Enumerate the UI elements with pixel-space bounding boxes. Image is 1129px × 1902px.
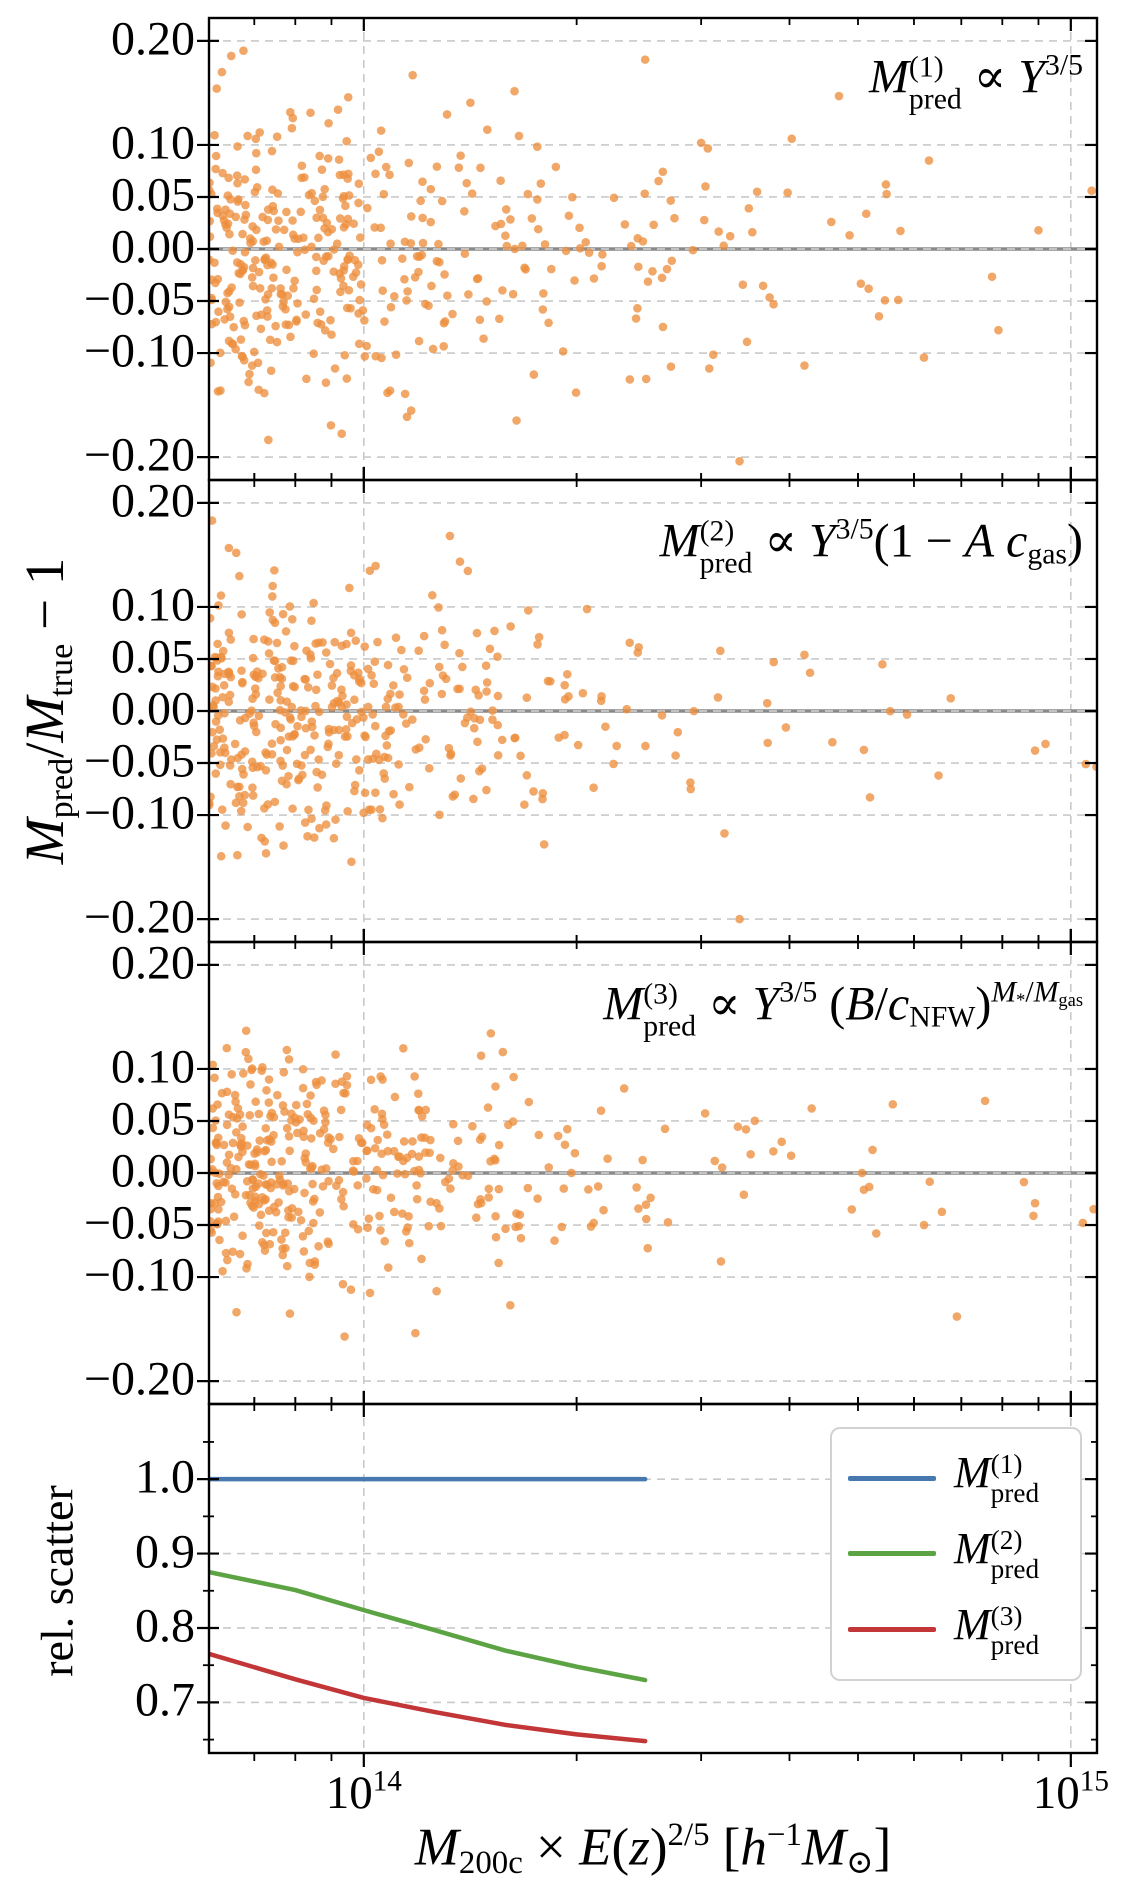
y-tick-label: 0.8 xyxy=(135,1599,195,1653)
y-tick-label: 0.05 xyxy=(111,630,195,684)
y-tick-label: −0.20 xyxy=(83,890,195,944)
y-tick-label: −0.20 xyxy=(83,428,195,482)
y-tick-label: 0.20 xyxy=(111,936,195,990)
y-tick-label: −0.10 xyxy=(83,1248,195,1302)
y-tick-label: 0.00 xyxy=(111,220,195,274)
panel-frame xyxy=(207,1402,1099,1755)
legend-line-swatch xyxy=(848,1551,936,1557)
legend-box: M (1) pred M (2) pred M (3) pred xyxy=(830,1427,1082,1681)
x-axis-label: M200c × E(z)2/5 [h−1M⊙] xyxy=(414,1816,892,1881)
legend-label: M (3) pred xyxy=(954,1600,1040,1661)
y-tick-label: 0.20 xyxy=(111,474,195,528)
y-tick-label: 0.05 xyxy=(111,1092,195,1146)
annotation-panel3: M (3) pred ∝ Y3/5 (B/cNFW)M*/Mgas xyxy=(603,975,1083,1043)
annotation-panel1: M (1) pred ∝ Y3/5 xyxy=(868,48,1083,116)
scatter-points xyxy=(209,1026,1097,1341)
panel1 xyxy=(197,16,1099,482)
y-tick-label: 0.10 xyxy=(111,578,195,632)
y-tick-label: −0.05 xyxy=(83,272,195,326)
legend-row: M (2) pred xyxy=(848,1523,1064,1584)
y-tick-label: 0.10 xyxy=(111,116,195,170)
panel3 xyxy=(197,929,1099,1406)
y-tick-label: 0.7 xyxy=(135,1673,195,1727)
rel-scatter-lines xyxy=(209,1476,648,1744)
legend-line-swatch xyxy=(848,1627,936,1633)
scatter-points xyxy=(209,516,1097,924)
y-tick-label: 0.10 xyxy=(111,1040,195,1094)
y-tick-label: 0.9 xyxy=(135,1524,195,1578)
legend-label: M (2) pred xyxy=(954,1524,1040,1585)
legend-label: M (1) pred xyxy=(954,1448,1040,1509)
y-tick-label: 0.05 xyxy=(111,168,195,222)
panel4 xyxy=(197,1391,1099,1767)
y-tick-label: −0.05 xyxy=(83,1196,195,1250)
y-tick-label: −0.10 xyxy=(83,786,195,840)
x-tick-label: 1014 xyxy=(325,1766,402,1820)
scatter-points xyxy=(209,46,1096,466)
x-tick-label: 1015 xyxy=(1032,1766,1109,1820)
y-axis-label-mass-bias: Mpred/Mtrue − 1 xyxy=(14,557,80,865)
y-tick-label: 0.00 xyxy=(111,1144,195,1198)
annotation-panel2: M (2) pred ∝ Y3/5(1 − A cgas) xyxy=(659,512,1083,580)
y-axis-label-rel-scatter: rel. scatter xyxy=(31,1485,83,1677)
legend-row: M (1) pred xyxy=(848,1447,1064,1508)
y-tick-label: 0.00 xyxy=(111,682,195,736)
y-tick-label: −0.20 xyxy=(83,1352,195,1406)
legend-row: M (3) pred xyxy=(848,1599,1064,1660)
y-tick-label: 1.0 xyxy=(135,1450,195,1504)
legend-line-swatch xyxy=(848,1475,936,1481)
y-tick-label: −0.10 xyxy=(83,324,195,378)
y-tick-label: 0.20 xyxy=(111,12,195,66)
y-tick-label: −0.05 xyxy=(83,734,195,788)
